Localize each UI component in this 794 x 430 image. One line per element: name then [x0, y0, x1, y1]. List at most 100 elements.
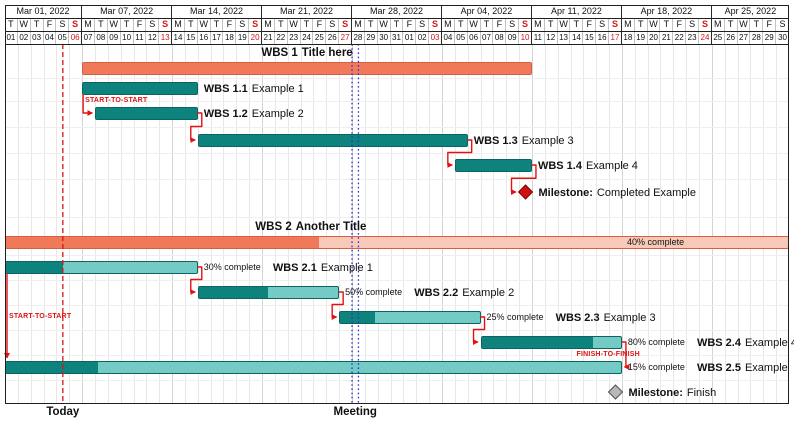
- day-letter-cell: S: [779, 19, 786, 29]
- day-number-cell: 25: [313, 31, 327, 44]
- day-number-cell: 11: [532, 31, 545, 44]
- day-number-cell: 04: [44, 31, 57, 44]
- row-gridline: [5, 354, 789, 356]
- day-letter-cell: S: [56, 18, 70, 31]
- day-letter-cell: M: [352, 18, 365, 31]
- day-letter-cell: T: [455, 18, 468, 31]
- day-gridline: [686, 44, 688, 404]
- day-gridline: [480, 44, 482, 404]
- task-label-group: WBS 2.2 Example 2: [414, 283, 514, 301]
- day-gridline: [519, 44, 521, 404]
- day-gridline: [107, 44, 109, 404]
- task-progress-note: 15% complete: [627, 362, 685, 372]
- task-label-group: WBS 2.4 Example 4: [697, 333, 794, 351]
- dependency-link-fs: [331, 291, 344, 320]
- week-header-cell: Mar 01, 2022: [5, 5, 83, 18]
- day-letter-cell: M: [442, 18, 455, 31]
- day-gridline: [339, 44, 341, 404]
- task-label-group: WBS 1.1 Example 1: [204, 79, 304, 97]
- day-letter-cell: T: [635, 18, 648, 31]
- day-letter-cell: S: [146, 18, 160, 31]
- day-gridline: [30, 44, 32, 404]
- day-number-cell: 28: [750, 31, 764, 44]
- day-gridline: [146, 44, 148, 404]
- day-letter-cell: F: [223, 18, 237, 31]
- day-number-cell: 09: [108, 31, 121, 44]
- row-gridline: [5, 126, 789, 128]
- task-label-text: Example 3: [521, 135, 574, 147]
- milestone-diamond: [517, 184, 534, 200]
- week-header-cell: Mar 28, 2022: [352, 5, 442, 18]
- day-gridline: [352, 44, 354, 404]
- task-progress-note: 80% complete: [627, 337, 685, 347]
- task-label-row: WBS 1.1 Example 1: [204, 81, 304, 95]
- bar-progress-fill: [6, 361, 99, 373]
- task-label-row: WBS 1.4 Example 4: [538, 158, 638, 172]
- day-number-cell: 10: [519, 31, 532, 44]
- day-letter-cell: F: [44, 18, 57, 31]
- day-letter-cell: T: [725, 18, 738, 31]
- day-letter-cell: T: [31, 18, 44, 31]
- day-number-cell: 21: [262, 31, 275, 44]
- day-number-cell: 23: [288, 31, 301, 44]
- day-letter-cell: W: [378, 18, 391, 31]
- day-gridline: [313, 44, 315, 404]
- day-gridline: [17, 44, 19, 404]
- day-gridline: [403, 44, 405, 404]
- milestone-label-text: Completed Example: [596, 187, 696, 199]
- task-progress-note: 30% complete: [203, 262, 261, 272]
- day-number-cell: 30: [778, 33, 788, 42]
- day-gridline: [621, 44, 623, 404]
- day-letter-cell: S: [519, 18, 532, 31]
- bar-progress-fill: [340, 311, 375, 323]
- day-letter-cell: M: [712, 18, 725, 31]
- milestone-label-text: Finish: [686, 387, 717, 399]
- day-number-cell: 30: [378, 31, 391, 44]
- task-label-group: WBS 2.5 Example: [697, 358, 788, 376]
- day-letter-cell: F: [403, 18, 417, 31]
- day-gridline: [699, 44, 701, 404]
- day-number-cell: 26: [326, 31, 340, 44]
- day-letter-cell: W: [468, 18, 481, 31]
- day-letter-cell: T: [660, 18, 674, 31]
- day-gridline: [467, 44, 469, 404]
- day-letter-cell: S: [339, 18, 352, 31]
- day-letter-cell: S: [609, 18, 622, 31]
- day-number-cell: 24: [699, 31, 712, 44]
- day-gridline: [287, 44, 289, 404]
- day-gridline: [210, 44, 212, 404]
- day-letter-cell: F: [763, 18, 777, 31]
- day-letter-cell: T: [391, 18, 404, 31]
- day-gridline: [300, 44, 302, 404]
- dependency-link-fs: [472, 316, 486, 345]
- day-number-cell: 13: [558, 31, 571, 44]
- day-gridline: [159, 44, 161, 404]
- bar-progress-fill: [198, 286, 269, 298]
- day-letter-cell: F: [583, 18, 597, 31]
- day-number-cell: 16: [198, 31, 211, 44]
- day-letter-cell: W: [288, 18, 301, 31]
- task-label-bold: WBS 2.2: [414, 287, 459, 299]
- task-progress-note: 25% complete: [486, 312, 544, 322]
- milestone-label-group: Milestone: Finish: [628, 383, 716, 401]
- day-letter-cell: M: [172, 18, 185, 31]
- day-letter-cell: S: [429, 18, 442, 31]
- day-gridline: [249, 44, 251, 404]
- day-gridline: [94, 44, 96, 404]
- day-number-cell: 22: [275, 31, 288, 44]
- day-letter-cell: S: [596, 18, 610, 31]
- day-number-cell: 03: [31, 31, 44, 44]
- day-gridline: [184, 44, 186, 404]
- day-letter-cell: S: [249, 18, 263, 31]
- footer-label-meeting: Meeting: [333, 406, 377, 418]
- dependency-link-fs: [447, 139, 473, 168]
- day-letter-cell: T: [185, 18, 198, 31]
- day-number-cell: 08: [493, 31, 507, 44]
- day-number-cell: 19: [635, 31, 648, 44]
- row-gridline: [5, 217, 789, 218]
- day-letter-cell: W: [18, 18, 31, 31]
- week-header-cell: Mar 07, 2022: [82, 5, 173, 18]
- task-label-row: 25% complete WBS 2.3 Example 3: [487, 310, 656, 324]
- day-letter-cell: T: [211, 18, 224, 31]
